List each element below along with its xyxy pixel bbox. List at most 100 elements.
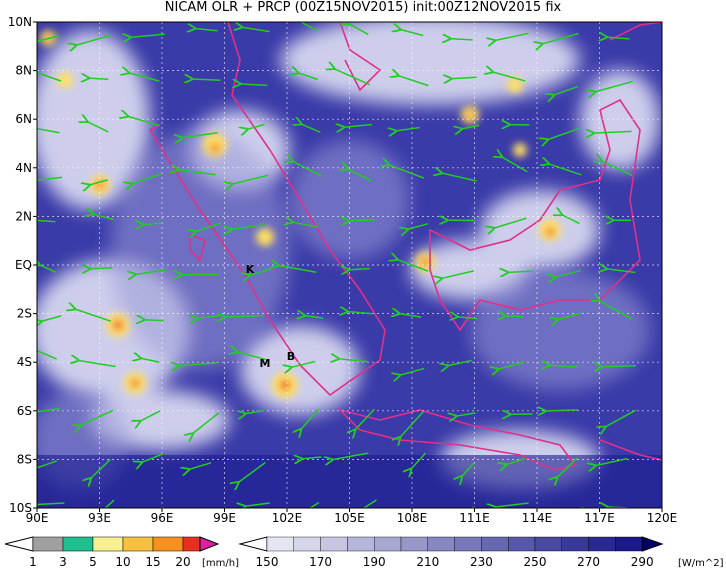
wind-arrow [595,80,634,92]
wind-arrow [78,360,116,368]
wind-arrow [249,268,272,275]
wind-arrow [89,179,108,185]
wind-arrow [299,22,318,32]
lon-label: 96E [151,511,174,525]
legend-unit: [mm/h] [202,558,239,569]
wind-arrow [505,316,524,317]
wind-arrow [548,164,582,176]
legend-label: 210 [416,555,439,569]
wind-arrow [141,453,164,463]
wind-arrow [41,315,62,322]
precip-legend: 1 3 5 10 15 20 [mm/h] [4,536,239,569]
legend-label: 10 [115,555,130,569]
wind-arrow [88,78,109,79]
legend-label: 1 [29,555,37,569]
wind-arrow [348,269,370,270]
legend-label: 3 [59,555,67,569]
wind-arrow [388,165,425,179]
lat-label: 10N [8,15,32,29]
wind-arrow [399,314,422,318]
lon-label: 105E [334,511,365,525]
legend-swatch [92,536,124,552]
lon-label: 93E [88,511,111,525]
lon-label: 108E [397,511,428,525]
lat-label: 2N [15,209,32,223]
lat-label: EQ [15,258,32,272]
wind-arrow [195,28,218,30]
wind-arrow [347,169,372,182]
wind-arrow [593,131,632,133]
wind-arrow [37,127,60,134]
wind-arrow [606,37,630,39]
wind-arrow [89,268,113,269]
wind-arrow [451,77,477,79]
legend-swatch [32,536,64,552]
wind-arrow [349,24,369,36]
lat-label: 10S [9,501,32,515]
legend-label: 270 [577,555,600,569]
wind-arrow [506,457,526,465]
legend-swatch [481,536,509,552]
wind-arrow [343,125,373,128]
legend-triangle [4,536,34,552]
legend-label: 15 [145,555,160,569]
wind-arrow [37,34,61,42]
wind-arrow [494,32,529,40]
wind-arrow [507,271,533,272]
wind-arrow [76,34,112,45]
wind-arrow [397,259,429,272]
wind-arrow [577,506,584,508]
lat-label: 6N [15,112,32,126]
marker-label: M [260,357,271,370]
wind-arrow [606,269,636,274]
wind-arrow [553,85,578,96]
wind-arrow [542,32,579,45]
lat-label: 2S [17,307,32,321]
wind-arrow [135,269,167,275]
wind-arrow [492,72,526,82]
wind-arrow [178,170,216,176]
wind-arrow [37,409,60,412]
wind-arrow [441,270,474,279]
wind-arrow [399,367,425,375]
wind-arrow [144,320,164,321]
legend-swatch [427,536,455,552]
legend-swatch [508,536,536,552]
wind-arrow [237,352,270,362]
lon-label: 120E [647,511,678,525]
wind-arrow [602,366,636,367]
lat-label: 6S [17,404,32,418]
wind-arrow [192,79,221,80]
legend-label: 20 [175,555,190,569]
wind-arrow [179,363,218,366]
lat-label: 4N [15,161,32,175]
legend-swatch [561,536,589,552]
lon-label: 99E [213,511,236,525]
wind-arrow [400,410,424,437]
legend-label: 290 [631,555,654,569]
wind-arrow [457,317,477,319]
wind-arrow [127,116,160,127]
wind-arrow [561,215,580,225]
wind-arrow [93,214,114,221]
wind-arrow [338,359,368,362]
wind-arrow [37,177,63,180]
wind-arrow [224,316,264,317]
lat-label: 8S [17,452,32,466]
wind-arrow [292,222,319,228]
wind-arrow [74,309,112,322]
lon-label: 111E [459,511,490,525]
wind-arrow [347,311,372,313]
wind-arrow [197,315,220,318]
wind-arrow [549,365,579,367]
wind-arrow [362,499,377,508]
legend-label: 150 [256,555,279,569]
lat-label: 4S [17,355,32,369]
wind-arrow [143,223,162,224]
wind-arrow [462,462,475,477]
wind-arrow [192,412,220,434]
wind-arrow [37,71,62,82]
legend-label: 190 [363,555,386,569]
wind-arrow [140,410,161,421]
